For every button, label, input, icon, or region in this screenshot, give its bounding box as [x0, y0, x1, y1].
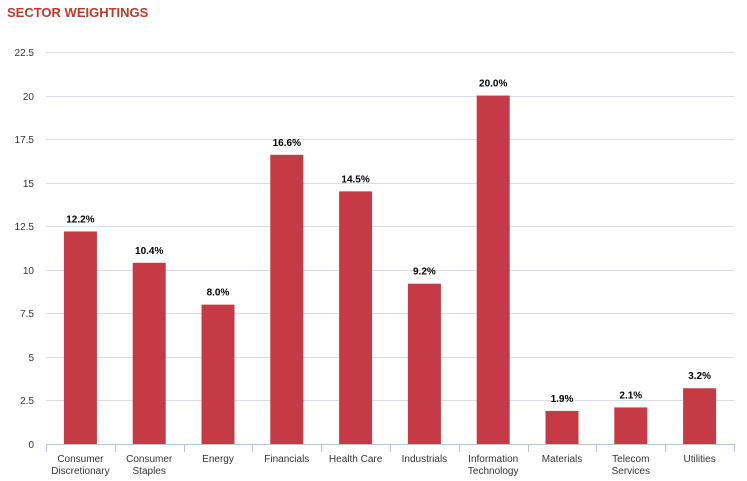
bar — [407, 283, 441, 444]
y-tick-label: 17.5 — [15, 135, 35, 146]
bar-value-label: 3.2% — [688, 371, 711, 382]
bar-value-label: 2.1% — [619, 390, 642, 401]
x-category-label-line: Technology — [468, 466, 519, 477]
bar-value-label: 1.9% — [551, 394, 574, 405]
y-tick-label: 15 — [23, 179, 35, 190]
chart-title: SECTOR WEIGHTINGS — [7, 5, 149, 20]
bar-value-label: 16.6% — [273, 138, 301, 149]
bar-value-label: 10.4% — [135, 246, 163, 257]
y-tick-label: 12.5 — [15, 222, 35, 233]
y-axis-tick-labels: 0 2.5 5 7.5 10 12.5 15 17.5 20 22.5 — [15, 48, 35, 451]
x-category-label: Financials — [264, 454, 309, 465]
x-category-label: Energy — [202, 454, 234, 465]
y-tick-label: 2.5 — [20, 396, 34, 407]
bars — [63, 95, 717, 445]
y-tick-label: 22.5 — [15, 48, 35, 59]
x-category-label: Health Care — [329, 454, 383, 465]
bar — [614, 407, 648, 444]
x-category-label-line: Telecom — [612, 454, 649, 465]
bar — [201, 304, 235, 444]
bar — [683, 388, 717, 444]
y-tick-label: 5 — [28, 353, 34, 364]
x-category-label-line: Financials — [264, 454, 309, 465]
x-category-label: Consumer Discretionary — [51, 454, 109, 477]
y-tick-label: 10 — [23, 266, 35, 277]
bar — [476, 95, 510, 445]
y-tick-label: 0 — [28, 440, 34, 451]
bar-value-label: 20.0% — [479, 79, 507, 90]
bar-value-labels: 12.2% 10.4% 8.0% 16.6% 14.5% 9.2% 20.0% 1.9% 2.1… — [66, 79, 711, 405]
x-category-label-line: Services — [612, 466, 650, 477]
x-category-label-line: Consumer — [126, 454, 173, 465]
x-category-label: Telecom Services — [612, 454, 650, 477]
x-category-label: Materials — [542, 454, 583, 465]
x-category-label-line: Utilities — [683, 454, 715, 465]
bar — [270, 154, 304, 444]
y-tick-label: 7.5 — [20, 309, 34, 320]
bar-value-label: 14.5% — [341, 174, 369, 185]
x-category-label-line: Consumer — [57, 454, 104, 465]
x-category-label-line: Materials — [542, 454, 583, 465]
x-category-label-line: Health Care — [329, 454, 383, 465]
x-axis — [46, 444, 735, 452]
gridlines — [46, 52, 734, 401]
bar-value-label: 12.2% — [66, 214, 94, 225]
bar — [339, 191, 373, 444]
x-category-label-line: Discretionary — [51, 466, 109, 477]
bar-value-label: 9.2% — [413, 267, 436, 278]
bar — [63, 231, 97, 444]
bar — [545, 410, 579, 444]
bar-value-label: 8.0% — [207, 288, 230, 299]
bar — [132, 262, 166, 444]
x-category-label-line: Information — [468, 454, 518, 465]
x-category-label: Industrials — [402, 454, 448, 465]
x-category-label-line: Staples — [133, 466, 166, 477]
x-category-label-line: Industrials — [402, 454, 448, 465]
x-category-label: Utilities — [683, 454, 715, 465]
y-tick-label: 20 — [23, 92, 35, 103]
x-category-label: Consumer Staples — [126, 454, 173, 477]
x-category-label-line: Energy — [202, 454, 234, 465]
x-category-label: Information Technology — [468, 454, 519, 477]
